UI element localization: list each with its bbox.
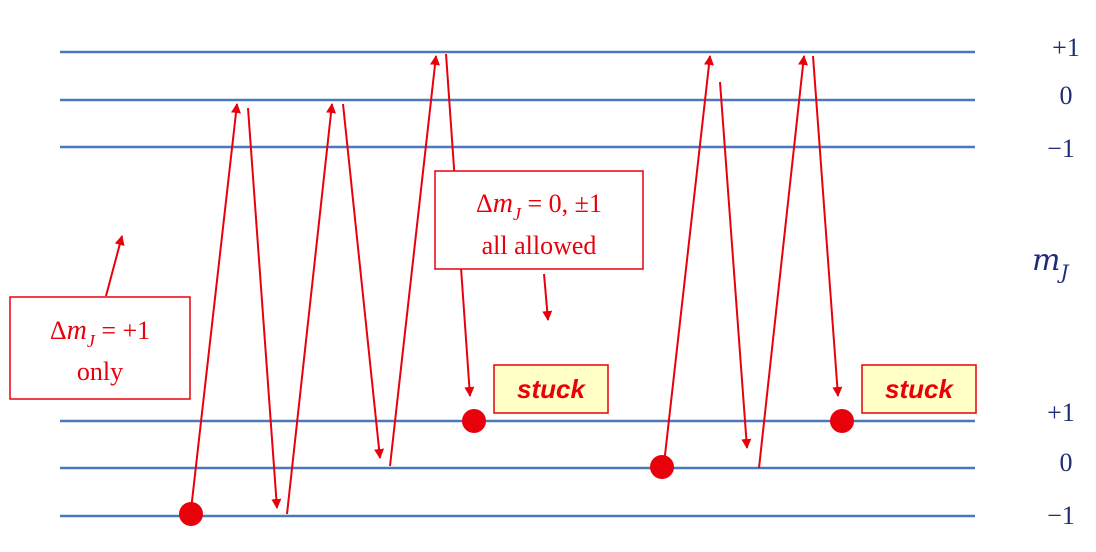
lower-level-label: 0 [1060,448,1073,477]
pointer-arrow [105,235,125,297]
absorption-arrow [758,55,808,469]
rule-formula: ΔmJ = 0, ±1 [476,188,602,224]
emission-arrow [247,107,282,509]
rule-note: only [77,357,123,386]
population-dot [650,455,674,479]
upper-level-label: −1 [1047,134,1075,163]
population-dot [179,502,203,526]
population-dots [179,409,854,526]
lower-level-label: −1 [1047,501,1075,530]
lower-level-label: +1 [1047,398,1075,427]
stuck-badge: stuck [861,364,977,414]
level-labels: +1 0 −1 +1 0 −1 mJ [1032,33,1080,530]
absorption-arrow [663,55,714,465]
absorption-arrow [286,103,336,515]
absorption-arrow [389,55,440,467]
rule-box-all-allowed: ΔmJ = 0, ±1 all allowed [434,170,644,270]
emission-arrow [812,55,843,397]
right-transitions [663,55,843,469]
absorption-arrow [190,103,241,511]
upper-levels [60,50,975,149]
svg-text:stuck: stuck [885,374,954,404]
mj-axis-label: mJ [1032,243,1069,284]
emission-arrow [719,81,752,449]
rule-box-plus1-only: ΔmJ = +1 only [9,296,191,400]
left-transitions [190,53,475,515]
svg-text:stuck: stuck [517,374,586,404]
stuck-badge: stuck [493,364,609,414]
population-dot [830,409,854,433]
lower-levels [60,419,975,518]
rule-note: all allowed [482,231,597,260]
upper-level-label: +1 [1052,33,1080,62]
pointer-arrow [542,273,553,321]
rule-formula: ΔmJ = +1 [50,315,150,351]
upper-level-label: 0 [1060,81,1073,110]
emission-arrow [342,103,385,459]
population-dot [462,409,486,433]
